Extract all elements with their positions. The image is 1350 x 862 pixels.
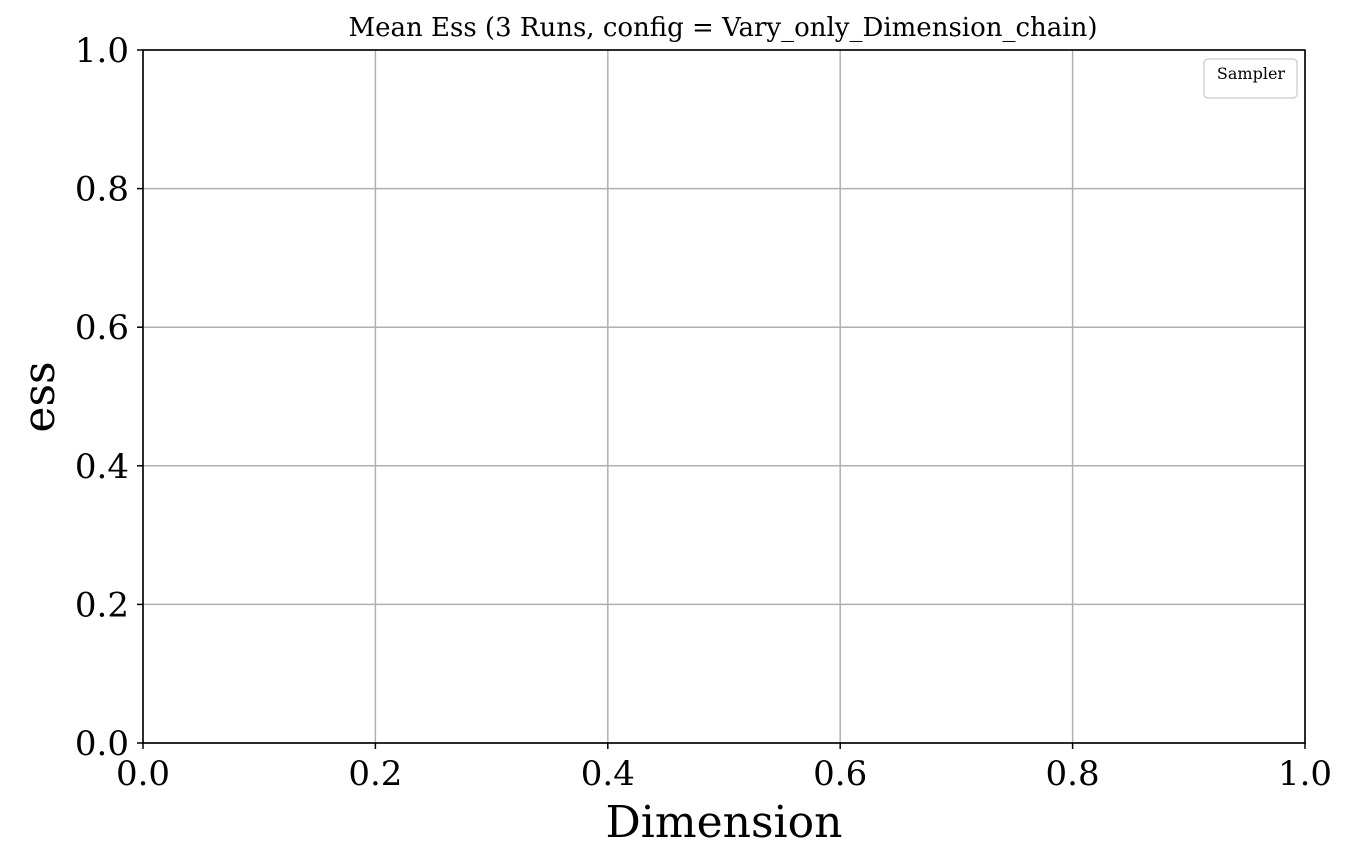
x-tick-label: 0.0 — [116, 754, 170, 794]
x-tick-label: 0.8 — [1046, 754, 1100, 794]
x-tick-label: 0.2 — [348, 754, 402, 794]
legend-box — [1203, 58, 1298, 99]
y-tick-label: 0.8 — [75, 170, 129, 210]
y-axis-label: ess — [14, 361, 65, 432]
x-tick-label: 1.0 — [1278, 754, 1332, 794]
y-tick-label: 0.6 — [75, 308, 129, 348]
x-tick-label: 0.4 — [581, 754, 635, 794]
y-axis: 0.0 0.2 0.4 0.6 0.8 1.0 — [75, 31, 143, 764]
y-tick-label: 0.4 — [75, 447, 129, 487]
plot-area-frame — [142, 49, 1306, 744]
legend: Sampler — [1203, 58, 1298, 99]
x-tick-label: 0.6 — [813, 754, 867, 794]
y-tick-label: 0.0 — [75, 724, 129, 764]
x-axis: 0.0 0.2 0.4 0.6 0.8 1.0 — [116, 743, 1332, 794]
grid — [142, 49, 1306, 744]
chart-title: Mean Ess (3 Runs, config = Vary_only_Dim… — [348, 13, 1097, 43]
legend-title: Sampler — [1217, 64, 1286, 83]
x-axis-label: Dimension — [606, 797, 843, 848]
y-tick-label: 0.2 — [75, 585, 129, 625]
y-tick-label: 1.0 — [75, 31, 129, 71]
